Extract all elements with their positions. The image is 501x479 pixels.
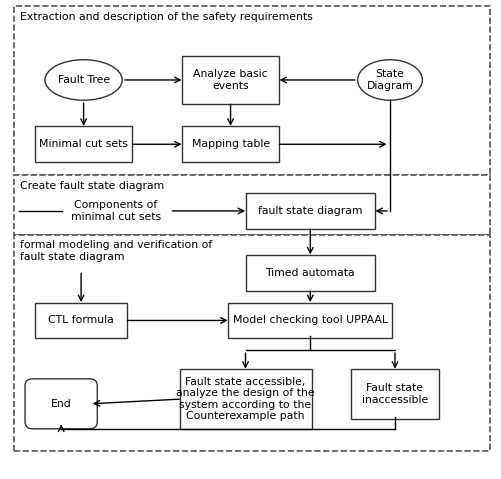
FancyBboxPatch shape	[245, 255, 375, 291]
FancyBboxPatch shape	[14, 235, 489, 451]
Ellipse shape	[45, 60, 122, 100]
Ellipse shape	[358, 60, 422, 100]
Text: Minimal cut sets: Minimal cut sets	[39, 139, 128, 149]
Text: Extraction and description of the safety requirements: Extraction and description of the safety…	[20, 12, 313, 22]
Text: CTL formula: CTL formula	[48, 316, 114, 325]
Text: End: End	[51, 399, 72, 409]
Text: State
Diagram: State Diagram	[367, 69, 413, 91]
Text: Create fault state diagram: Create fault state diagram	[20, 181, 164, 191]
Text: Analyze basic
events: Analyze basic events	[193, 69, 268, 91]
FancyBboxPatch shape	[245, 193, 375, 229]
Text: Components of
minimal cut sets: Components of minimal cut sets	[71, 200, 161, 222]
Text: Model checking tool UPPAAL: Model checking tool UPPAAL	[233, 316, 388, 325]
Text: formal modeling and verification of
fault state diagram: formal modeling and verification of faul…	[20, 240, 212, 262]
FancyBboxPatch shape	[25, 379, 97, 429]
Text: Fault Tree: Fault Tree	[58, 75, 110, 85]
FancyBboxPatch shape	[35, 126, 132, 162]
FancyBboxPatch shape	[351, 369, 438, 419]
FancyBboxPatch shape	[14, 175, 489, 235]
FancyBboxPatch shape	[14, 6, 489, 175]
FancyBboxPatch shape	[228, 303, 392, 338]
Text: Mapping table: Mapping table	[191, 139, 270, 149]
FancyBboxPatch shape	[35, 303, 127, 338]
Text: Timed automata: Timed automata	[266, 268, 355, 278]
Text: Fault state accessible,
analyze the design of the
system according to the
Counte: Fault state accessible, analyze the desi…	[176, 376, 315, 422]
FancyBboxPatch shape	[182, 126, 279, 162]
FancyBboxPatch shape	[179, 369, 312, 429]
Text: Fault state
inaccessible: Fault state inaccessible	[362, 384, 428, 405]
FancyBboxPatch shape	[182, 56, 279, 104]
Text: fault state diagram: fault state diagram	[258, 206, 363, 216]
